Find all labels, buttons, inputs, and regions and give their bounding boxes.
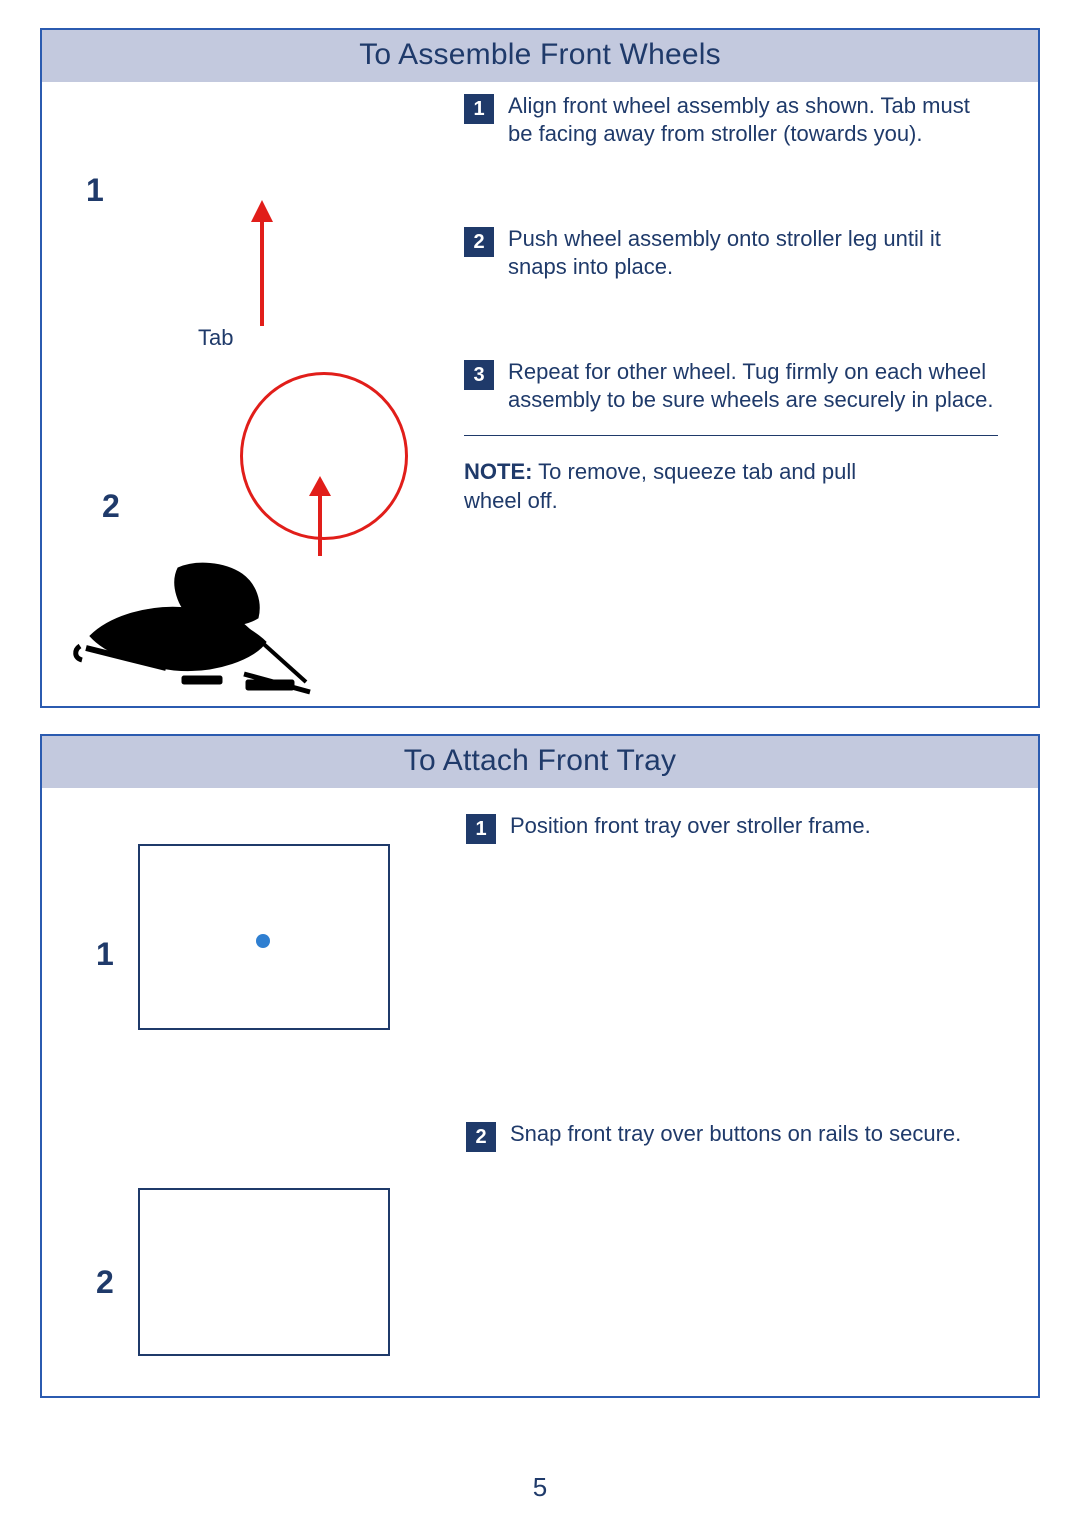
note-label: NOTE: (464, 459, 532, 484)
panel-header: To Assemble Front Wheels (42, 30, 1038, 82)
steps-column: 1 Align front wheel assembly as shown. T… (462, 82, 1038, 515)
step-text: Push wheel assembly onto stroller leg un… (508, 225, 998, 280)
panel-body: 1 2 1 Position front tray over stroller … (42, 788, 1038, 1396)
tab-label: Tab (198, 325, 233, 351)
step-text: Snap front tray over buttons on rails to… (510, 1120, 961, 1148)
step-badge: 3 (464, 360, 494, 390)
step-badge: 1 (464, 94, 494, 124)
panel-header: To Attach Front Tray (42, 736, 1038, 788)
figure-column: 1 2 (42, 788, 462, 1396)
dot-icon (256, 934, 270, 948)
step-row: 3 Repeat for other wheel. Tug firmly on … (464, 358, 998, 413)
figure-number-1: 1 (96, 936, 114, 973)
step-row: 1 Position front tray over stroller fram… (466, 812, 998, 844)
panel-attach-front-tray: To Attach Front Tray 1 2 1 Position fron… (40, 734, 1040, 1398)
step-text: Repeat for other wheel. Tug firmly on ea… (508, 358, 998, 413)
step-badge: 1 (466, 814, 496, 844)
figure-number-2: 2 (96, 1264, 114, 1301)
step-row: 1 Align front wheel assembly as shown. T… (464, 92, 998, 147)
step-text: Align front wheel assembly as shown. Tab… (508, 92, 998, 147)
page: To Assemble Front Wheels 1 Tab 2 (0, 0, 1080, 1527)
step-row: 2 Snap front tray over buttons on rails … (466, 1120, 998, 1152)
figure-placeholder-2 (138, 1188, 390, 1356)
step-badge: 2 (466, 1122, 496, 1152)
step-badge: 2 (464, 227, 494, 257)
panel-body: 1 Tab 2 (42, 82, 1038, 706)
stroller-icon (70, 508, 370, 708)
page-number: 5 (0, 1472, 1080, 1503)
panel-assemble-front-wheels: To Assemble Front Wheels 1 Tab 2 (40, 28, 1040, 708)
divider (464, 435, 998, 436)
figure-column: 1 Tab 2 (42, 82, 462, 706)
note: NOTE: To remove, squeeze tab and pull wh… (464, 458, 998, 515)
figure-number-1: 1 (86, 172, 104, 209)
arrow-shaft (260, 212, 264, 326)
step-row: 2 Push wheel assembly onto stroller leg … (464, 225, 998, 280)
steps-column: 1 Position front tray over stroller fram… (462, 788, 1038, 1152)
step-text: Position front tray over stroller frame. (510, 812, 871, 840)
